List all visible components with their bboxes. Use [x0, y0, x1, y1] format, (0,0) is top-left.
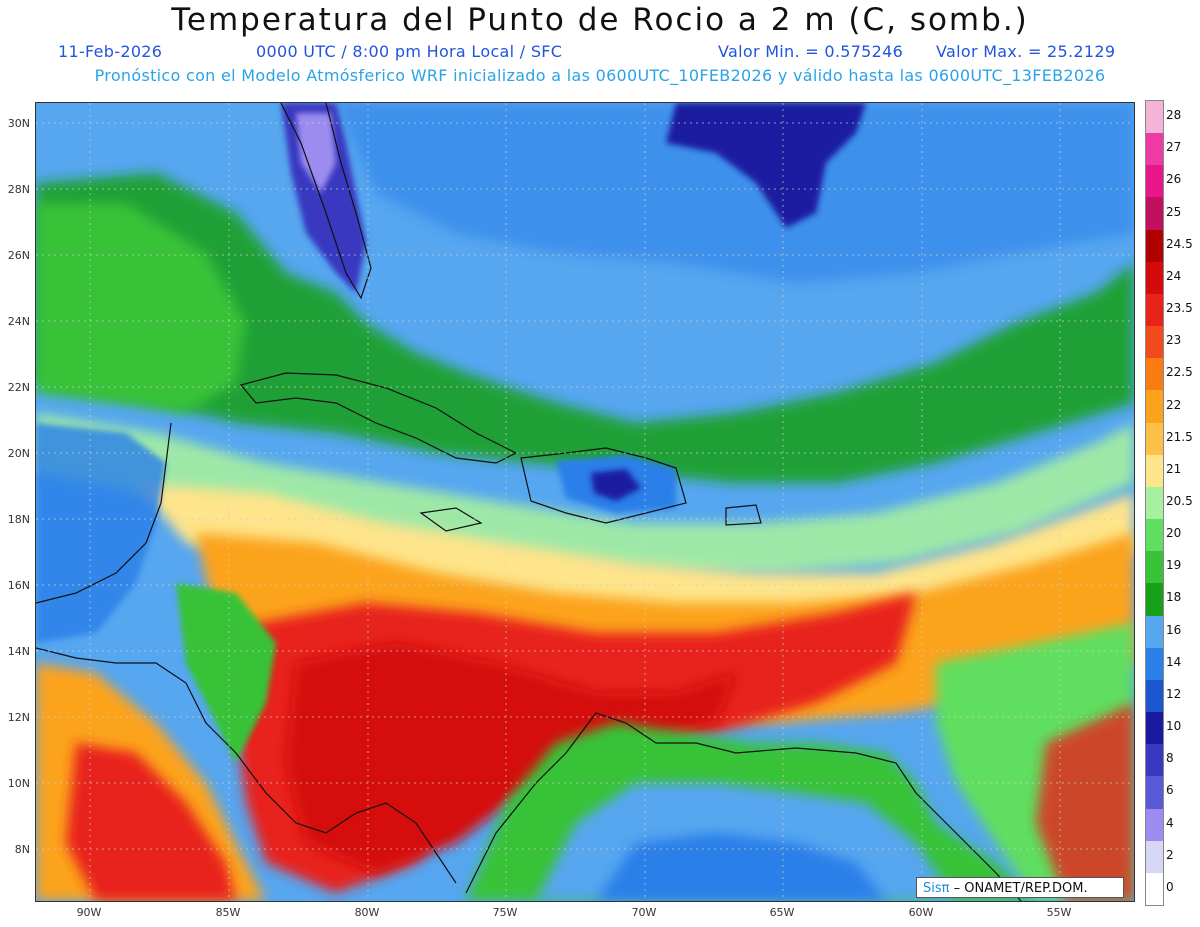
- lat-label: 24N: [7, 315, 30, 328]
- lon-label: 65W: [769, 906, 795, 919]
- color-scale-label: 0: [1166, 879, 1174, 894]
- color-scale-label: 26: [1166, 172, 1182, 187]
- color-scale-segment: [1146, 133, 1163, 166]
- min-value: Valor Min. = 0.575246: [718, 42, 904, 61]
- color-scale-label: 23.5: [1166, 301, 1193, 316]
- color-scale-label: 16: [1166, 622, 1182, 637]
- color-scale-label: 21.5: [1166, 429, 1193, 444]
- max-value: Valor Max. = 25.2129: [936, 42, 1116, 61]
- color-scale-segment: [1146, 712, 1163, 745]
- lon-label: 70W: [631, 906, 657, 919]
- color-scale-label: 22.5: [1166, 365, 1193, 380]
- color-scale-segment: [1146, 261, 1163, 295]
- forecast-time: 0000 UTC / 8:00 pm Hora Local / SFC: [256, 42, 563, 61]
- color-scale-label: 10: [1166, 719, 1182, 734]
- lon-label: 80W: [354, 906, 380, 919]
- color-scale-segment: [1146, 358, 1163, 391]
- lat-label: 30N: [7, 117, 30, 130]
- color-scale-segment: [1146, 326, 1163, 359]
- color-scale-segment: [1146, 197, 1163, 231]
- color-scale-segment: [1146, 293, 1163, 327]
- color-scale-label: 19: [1166, 558, 1182, 573]
- color-scale-segment: [1146, 229, 1163, 263]
- color-scale-segment: [1146, 101, 1163, 134]
- map-title: Temperatura del Punto de Rocio a 2 m (C,…: [171, 2, 1029, 38]
- lon-label: 55W: [1046, 906, 1072, 919]
- forecast-date: 11-Feb-2026: [58, 42, 163, 61]
- color-scale-label: 14: [1166, 654, 1182, 669]
- lat-label: 22N: [7, 381, 30, 394]
- lat-label: 20N: [7, 447, 30, 460]
- color-scale-segment: [1146, 422, 1163, 456]
- color-scale-label: 22: [1166, 397, 1182, 412]
- dewpoint-field: [36, 103, 1134, 901]
- color-scale-segment: [1146, 390, 1163, 424]
- color-scale-label: 23: [1166, 333, 1182, 348]
- color-scale-label: 20: [1166, 526, 1182, 541]
- color-scale-label: 18: [1166, 590, 1182, 605]
- lat-label: 16N: [7, 579, 30, 592]
- color-scale-segment: [1146, 583, 1163, 617]
- color-scale-label: 25: [1166, 204, 1182, 219]
- lat-label: 28N: [7, 183, 30, 196]
- color-scale-segment: [1146, 840, 1163, 874]
- color-scale-label: 27: [1166, 140, 1182, 155]
- color-scale-label: 20.5: [1166, 494, 1193, 508]
- color-scale-label: 12: [1166, 686, 1182, 701]
- credit-org: – ONAMET/REP.DOM.: [949, 881, 1088, 896]
- color-scale-label: 24: [1166, 268, 1182, 283]
- color-scale-label: 2: [1166, 847, 1174, 862]
- color-scale-bar: [1145, 100, 1164, 906]
- color-scale-segment: [1146, 551, 1163, 584]
- color-scale-label: 8: [1166, 751, 1174, 766]
- lon-label: 90W: [76, 906, 102, 919]
- lon-label: 75W: [492, 906, 518, 919]
- color-scale-segment: [1146, 454, 1163, 488]
- lat-label: 26N: [7, 249, 30, 262]
- lat-label: 10N: [7, 777, 30, 790]
- color-scale-segment: [1146, 615, 1163, 649]
- dewpoint-map: [35, 102, 1135, 902]
- lat-label: 18N: [7, 513, 30, 526]
- color-scale-segment: [1146, 872, 1163, 906]
- lat-label: 8N: [14, 843, 30, 856]
- sis-logo-text: Sisπ: [923, 881, 950, 896]
- model-info: Pronóstico con el Modelo Atmósferico WRF…: [94, 66, 1106, 85]
- lat-label: 14N: [7, 645, 30, 658]
- color-scale-segment: [1146, 776, 1163, 810]
- color-scale-label: 21: [1166, 461, 1182, 476]
- color-scale-label: 6: [1166, 783, 1174, 798]
- lon-label: 60W: [908, 906, 934, 919]
- color-scale-segment: [1146, 647, 1163, 681]
- color-scale-label: 4: [1166, 815, 1174, 830]
- color-scale-segment: [1146, 808, 1163, 842]
- color-scale-segment: [1146, 679, 1163, 713]
- lon-label: 85W: [215, 906, 241, 919]
- color-scale-label: 24.5: [1166, 236, 1193, 251]
- credit-box: Sisπ – ONAMET/REP.DOM.: [916, 877, 1124, 898]
- lat-label: 12N: [7, 711, 30, 724]
- color-scale-segment: [1146, 519, 1163, 552]
- color-scale-segment: [1146, 165, 1163, 198]
- color-scale-segment: [1146, 486, 1163, 520]
- color-scale-segment: [1146, 744, 1163, 777]
- color-scale-label: 28: [1166, 108, 1182, 123]
